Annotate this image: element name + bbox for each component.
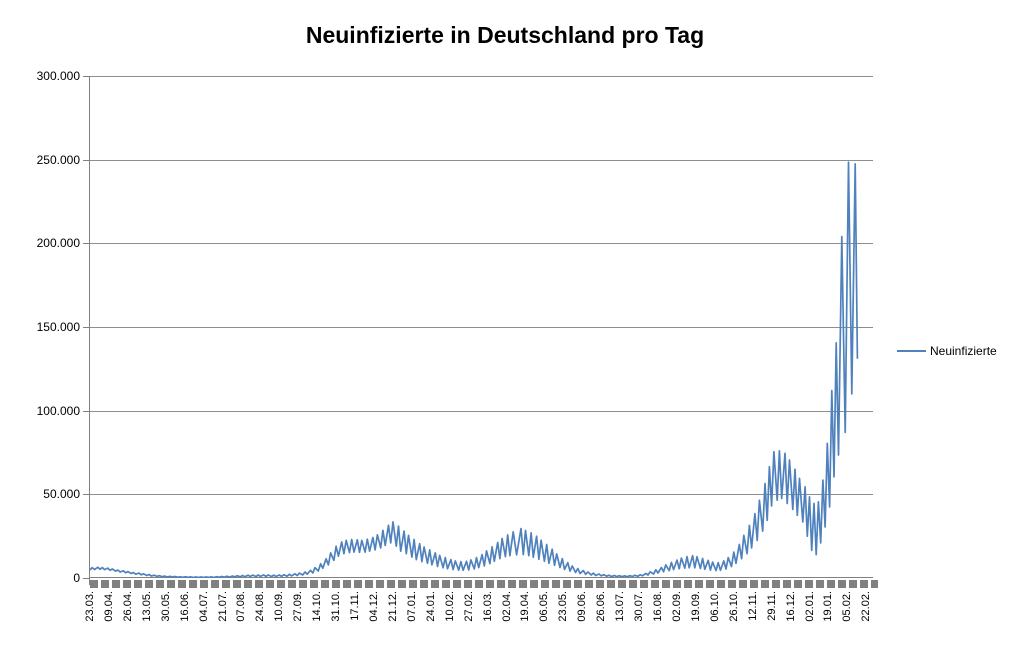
x-tick-label: 02.01. [803,591,816,622]
x-tick-label: 16.06. [178,591,191,622]
x-tick-label: 23.05. [557,591,570,622]
y-tick-label: 50.000 [43,487,80,502]
y-tick-mark [83,76,90,77]
x-tick-label: 13.07. [614,591,627,622]
x-tick-label: 23.03. [84,591,96,622]
x-tick-label: 26.04. [121,591,134,622]
x-tick-label: 04.07. [197,591,210,622]
x-tick-label: 05.02. [841,591,854,622]
y-tick-mark [83,494,90,495]
x-tick-label: 13.05. [140,591,153,622]
x-tick-label: 17.11. [349,591,362,621]
legend-line-swatch [897,350,926,352]
x-tick-label: 29.11. [765,591,778,621]
x-tick-label: 04.12. [368,591,381,622]
y-tick-mark [83,243,90,244]
x-tick-label: 26.06. [595,591,608,622]
legend-label[interactable]: Neuinfizierte [930,344,997,358]
x-tick-label: 02.04. [500,591,513,622]
x-tick-label: 02.09. [670,591,683,622]
y-tick-label: 150.000 [36,320,80,334]
x-tick-label: 24.01. [424,591,437,622]
x-tick-label: 06.05. [538,591,551,622]
x-tick-label: 09.04. [102,591,115,622]
x-tick-label: 12.11. [746,591,759,621]
x-tick-label: 21.07. [216,591,229,622]
y-tick-mark [83,578,90,579]
x-tick-label: 30.07. [633,591,646,622]
x-tick-label: 07.01. [405,591,418,622]
y-tick-label: 0 [73,571,80,585]
x-tick-label: 07.08. [235,591,248,622]
x-tick-label: 19.09. [689,591,702,622]
line-chart-plot-area[interactable] [90,76,873,578]
x-tick-label: 31.10. [330,591,343,622]
x-tick-label: 09.06. [576,591,589,622]
y-tick-label: 100.000 [36,403,80,418]
y-tick-label: 200.000 [36,236,80,251]
x-tick-label: 10.02. [443,591,456,622]
y-tick-mark [83,411,90,412]
chart-title: Neuinfizierte in Deutschland pro Tag [305,22,705,48]
x-tick-label: 06.10. [708,591,721,622]
x-tick-label: 27.09. [292,591,305,622]
legend[interactable]: Neuinfizierte [897,344,997,358]
series-line-neuinfizierte[interactable] [90,161,859,578]
x-tick-label: 27.02. [462,591,475,622]
x-tick-label: 19.01. [822,591,835,622]
x-tick-label: 24.08. [254,591,267,622]
x-tick-label: 16.08. [652,591,665,622]
y-axis-line [89,76,90,585]
x-axis-tick-band [90,580,878,588]
y-tick-label: 300.000 [36,69,80,83]
x-tick-label: 30.05. [159,591,172,622]
x-tick-label: 16.12. [784,591,797,622]
x-tick-label: 14.10. [311,591,324,622]
x-tick-label: 21.12. [386,591,399,622]
x-tick-label: 16.03. [481,591,494,622]
x-tick-label: 22.02. [860,591,873,622]
x-tick-label: 19.04. [519,591,532,622]
x-tick-label: 10.09. [273,591,286,622]
y-tick-mark [83,327,90,328]
y-tick-label: 250.000 [36,152,80,167]
x-tick-label: 26.10. [727,591,740,622]
y-tick-mark [83,160,90,161]
